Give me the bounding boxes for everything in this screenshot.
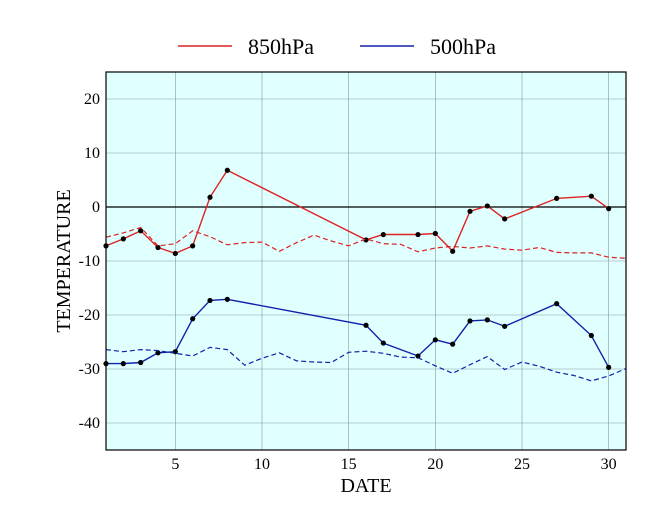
- y-tick-label--20: -20: [79, 307, 100, 324]
- series-2-point-18: [606, 364, 612, 370]
- y-tick-label--30: -30: [79, 361, 100, 378]
- legend: 850hPa 500hPa: [178, 34, 496, 59]
- series-2-point-9: [380, 340, 386, 346]
- legend-label-500hpa: 500hPa: [430, 34, 496, 59]
- series-0-point-5: [190, 243, 196, 249]
- series-2-point-8: [363, 322, 369, 328]
- series-2-point-15: [502, 323, 508, 329]
- y-tick-label--40: -40: [79, 415, 100, 432]
- series-0-point-9: [380, 231, 386, 238]
- series-2-point-2: [138, 359, 144, 366]
- series-0-point-14: [484, 203, 490, 209]
- x-tick-label-30: 30: [601, 456, 617, 473]
- y-tick-label--10: -10: [79, 253, 100, 270]
- y-tick-label-20: 20: [84, 91, 100, 108]
- series-0-point-8: [363, 237, 369, 243]
- series-2-point-14: [484, 317, 490, 323]
- series-2-point-1: [120, 361, 126, 367]
- y-tick-labels: -40 -30 -20 -10 0 10 20: [79, 91, 100, 432]
- series-0-point-13: [467, 208, 473, 214]
- series-2-point-3: [155, 350, 161, 356]
- series-0-point-17: [588, 193, 594, 199]
- series-2-point-17: [588, 332, 594, 339]
- plot-frame: [105, 71, 627, 451]
- series-2-point-7: [224, 296, 230, 302]
- series-2-point-5: [190, 316, 196, 322]
- x-tick-label-15: 15: [341, 456, 357, 473]
- series-0-point-4: [172, 250, 178, 257]
- series-0-point-16: [554, 195, 560, 201]
- series-0-point-6: [207, 194, 213, 200]
- series-0-point-7: [224, 167, 230, 173]
- x-tick-label-10: 10: [254, 456, 270, 473]
- series-0-point-12: [450, 248, 456, 254]
- y-axis-title: TEMPERATURE: [53, 189, 75, 332]
- x-tick-label-25: 25: [514, 456, 530, 473]
- x-axis-title: DATE: [340, 475, 391, 497]
- x-tick-label-20: 20: [427, 456, 443, 473]
- series-layer: [103, 167, 627, 382]
- series-line-3: [105, 346, 627, 382]
- series-2-point-13: [467, 318, 473, 324]
- series-0-point-3: [155, 244, 161, 251]
- series-line-1: [105, 226, 627, 259]
- legend-label-850hpa: 850hPa: [248, 34, 314, 59]
- series-0-point-11: [432, 230, 438, 237]
- y-tick-label-10: 10: [84, 145, 100, 162]
- x-tick-label-5: 5: [171, 456, 179, 473]
- series-0-point-15: [502, 216, 508, 222]
- series-2-point-6: [207, 297, 213, 304]
- series-0-point-2: [138, 228, 144, 234]
- series-2-point-12: [450, 341, 456, 347]
- series-0-point-10: [415, 231, 421, 238]
- x-tick-labels: 5 10 15 20 25 30: [171, 456, 616, 473]
- series-0-point-18: [606, 206, 612, 212]
- series-0-point-1: [120, 236, 126, 242]
- series-2-point-16: [554, 301, 560, 307]
- y-tick-label-0: 0: [92, 199, 100, 216]
- series-2-point-11: [432, 337, 438, 343]
- series-2-point-10: [415, 353, 421, 359]
